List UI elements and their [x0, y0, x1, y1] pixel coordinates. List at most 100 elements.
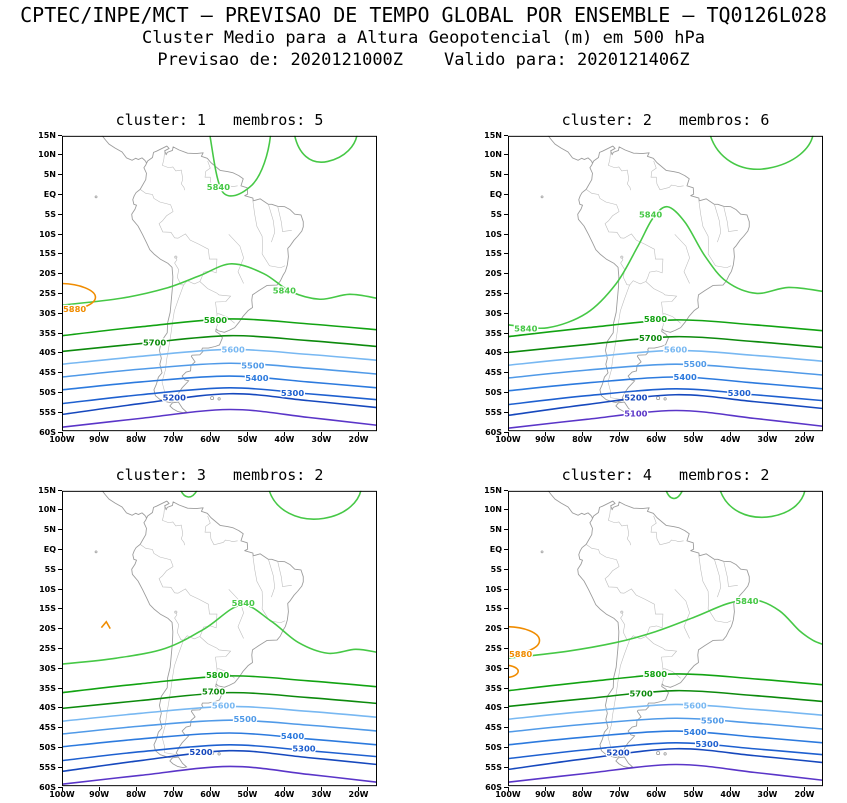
contour-5840: [62, 263, 377, 306]
lat-tick: [504, 786, 508, 788]
lon-tick-label: 80W: [126, 790, 147, 799]
lon-tick-label: 50W: [237, 790, 258, 799]
lat-tick-label: 55S: [39, 762, 56, 772]
contour-5300: [62, 387, 377, 405]
contour-label-5700: 5700: [629, 689, 652, 699]
contour-label-5400: 5400: [674, 372, 697, 382]
lat-tick: [504, 568, 508, 570]
lon-tick-label: 60W: [200, 435, 221, 444]
lat-tick: [504, 332, 508, 334]
lat-tick-label: 20S: [39, 269, 56, 279]
contour-label-5840: 5840: [639, 210, 662, 220]
map-frame: [508, 135, 823, 432]
lat-tick-label: 35S: [39, 683, 56, 693]
lon-tick-label: 80W: [572, 435, 593, 444]
map-cluster-4: 5880 5840 5800 5700 5600 5500 5400 5300 5200: [508, 490, 823, 787]
lon-tick: [358, 432, 359, 436]
lat-tick-label: 60S: [485, 427, 502, 437]
lon-tick-label: 40W: [720, 435, 741, 444]
country-border: [608, 151, 631, 191]
lat-tick: [58, 312, 62, 314]
lon-tick-label: 40W: [274, 790, 295, 799]
lon-tick-label: 30W: [311, 790, 332, 799]
lat-tick: [504, 529, 508, 531]
lat-tick: [504, 588, 508, 590]
contour-label-5200: 5200: [189, 747, 212, 757]
lat-tick: [58, 628, 62, 630]
panel-title: cluster: 4 membros: 2: [561, 466, 770, 484]
falkland-island: [656, 751, 661, 756]
lon-tick: [135, 787, 137, 791]
contour-5840: [294, 135, 358, 163]
south-america-coastline: [577, 145, 750, 403]
country-border: [177, 233, 218, 282]
contour-5600: [62, 348, 377, 366]
contour-5600: [508, 349, 823, 366]
lon-tick-label: 70W: [609, 435, 630, 444]
country-border: [698, 198, 709, 254]
lat-tick-label: 10S: [39, 584, 56, 594]
lat-tick-label: EQ: [43, 189, 56, 199]
lat-tick: [504, 312, 508, 314]
tierra-del-fuego-coastline: [615, 401, 634, 414]
lat-tick-label: 15S: [39, 604, 56, 614]
lon-tick-label: 80W: [572, 790, 593, 799]
lat-tick-label: 40S: [485, 703, 502, 713]
lon-tick-label: 30W: [757, 435, 778, 444]
lat-tick-label: 5N: [489, 170, 502, 180]
lon-tick: [544, 432, 546, 436]
lon-tick-label: 90W: [535, 435, 556, 444]
lon-tick: [358, 787, 359, 791]
tierra-del-fuego-coastline: [615, 756, 634, 769]
lat-tick: [58, 667, 62, 669]
contour-5700: [508, 689, 823, 708]
country-border: [177, 588, 218, 637]
lat-tick-label: 30S: [485, 663, 502, 673]
map-frame: [508, 490, 823, 787]
country-border: [228, 589, 244, 639]
country-border: [608, 506, 631, 546]
contour-5400: [62, 732, 377, 748]
contour-label-5100: 5100: [624, 408, 647, 418]
lat-tick-label: 15S: [485, 604, 502, 614]
lon-tick: [692, 787, 694, 791]
lon-tick: [172, 432, 174, 436]
country-border: [268, 559, 276, 598]
lat-tick-label: 35S: [39, 328, 56, 338]
contour-label-5800: 5800: [204, 315, 227, 325]
map-frame: [62, 490, 377, 787]
country-border: [158, 566, 178, 594]
country-border: [199, 281, 232, 303]
contour-5300: [508, 388, 823, 406]
panel-cluster-4: cluster: 4 membros: 2 15N 10N 5N EQ 5S 10S 15S 2…: [462, 461, 844, 803]
country-border: [277, 561, 292, 587]
lat-tick: [58, 213, 62, 215]
lat-tick-label: 10N: [38, 150, 56, 160]
lon-tick: [618, 787, 620, 791]
lat-tick: [58, 786, 62, 788]
country-border: [162, 151, 185, 191]
lat-tick-label: 15N: [484, 130, 502, 140]
country-border: [723, 206, 738, 232]
contour-label-5700: 5700: [639, 333, 662, 343]
contour-5300: [62, 744, 377, 762]
contour-5500: [508, 717, 823, 733]
lon-tick-label: 70W: [163, 435, 184, 444]
lon-tick-label: 50W: [237, 435, 258, 444]
lon-tick-label: 40W: [274, 435, 295, 444]
contour-5800: [508, 319, 823, 338]
lat-tick: [504, 253, 508, 255]
country-border: [174, 610, 200, 641]
contour-5700: [62, 691, 377, 710]
contour-label-5400: 5400: [245, 373, 268, 383]
lon-tick: [581, 432, 583, 436]
contour-label-5840: 5840: [232, 598, 255, 608]
contour-5100: [62, 408, 377, 429]
central-america-coastline: [101, 135, 147, 164]
contour-5100: [508, 409, 823, 429]
lon-tick-label: 30W: [757, 790, 778, 799]
lon-tick: [283, 432, 285, 436]
lon-tick-label: 60W: [646, 790, 667, 799]
country-border: [645, 281, 678, 303]
